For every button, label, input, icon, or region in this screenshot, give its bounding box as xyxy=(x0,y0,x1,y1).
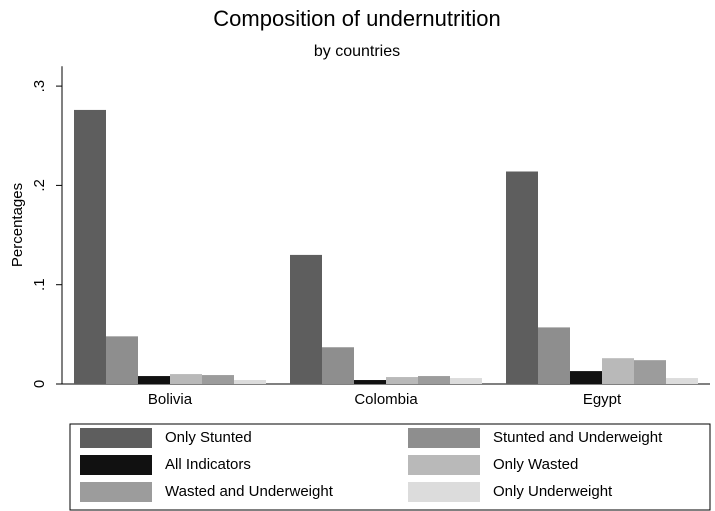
bar xyxy=(74,109,106,384)
bar xyxy=(602,358,634,384)
x-tick-label: Egypt xyxy=(583,391,622,408)
legend-swatch xyxy=(408,455,480,475)
bar xyxy=(234,380,266,384)
chart-subtitle: by countries xyxy=(314,43,400,60)
legend-box xyxy=(69,423,711,511)
bar xyxy=(354,380,386,384)
bar xyxy=(570,371,602,384)
bar xyxy=(450,378,482,384)
legend-swatch xyxy=(80,428,152,448)
legend-label: Wasted and Underweight xyxy=(165,483,334,500)
legend-swatch xyxy=(408,482,480,502)
bar xyxy=(506,171,538,384)
bar xyxy=(666,378,698,384)
y-tick-label: .3 xyxy=(31,80,48,93)
bar xyxy=(202,375,234,384)
chart-title: Composition of undernutrition xyxy=(213,6,500,31)
legend-label: All Indicators xyxy=(165,456,251,473)
bar xyxy=(138,376,170,384)
y-axis-label: Percentages xyxy=(9,183,26,267)
legend-swatch xyxy=(80,455,152,475)
bar xyxy=(322,347,354,384)
legend-swatch xyxy=(408,428,480,448)
x-tick-label: Bolivia xyxy=(148,391,193,408)
legend-label: Stunted and Underweight xyxy=(493,429,663,446)
bar xyxy=(290,254,322,384)
legend-label: Only Wasted xyxy=(493,456,578,473)
bar xyxy=(170,374,202,384)
legend-label: Only Stunted xyxy=(165,429,252,446)
bar xyxy=(386,377,418,384)
bar xyxy=(418,376,450,384)
y-tick-label: .1 xyxy=(31,278,48,291)
bar xyxy=(106,336,138,384)
bar xyxy=(538,327,570,384)
legend-swatch xyxy=(80,482,152,502)
bar xyxy=(634,360,666,384)
x-tick-label: Colombia xyxy=(354,391,418,408)
y-tick-label: .2 xyxy=(31,179,48,192)
legend-label: Only Underweight xyxy=(493,483,613,500)
y-tick-label: 0 xyxy=(31,380,48,388)
